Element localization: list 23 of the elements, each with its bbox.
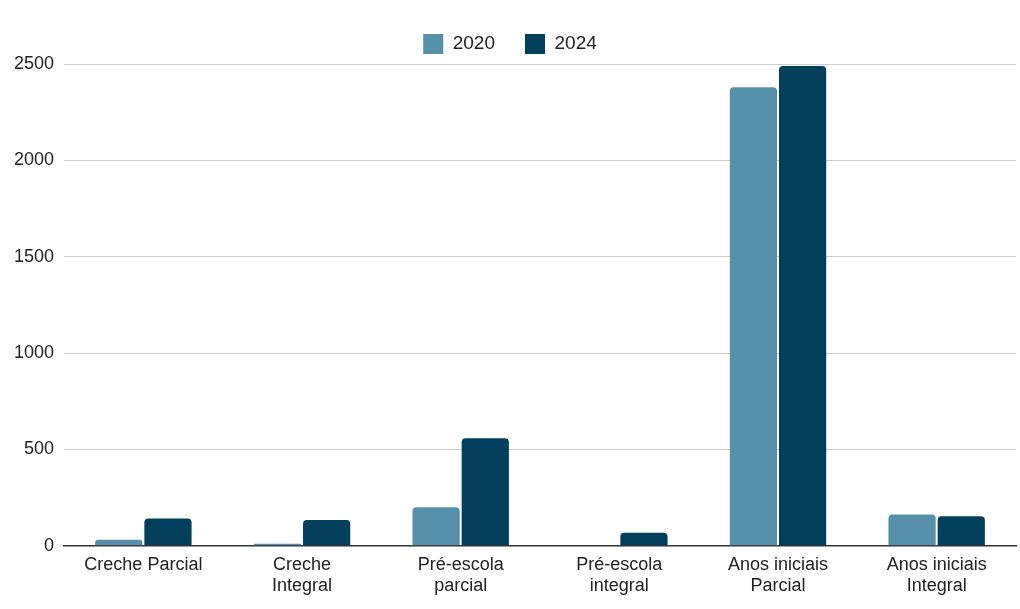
y-tick-label: 1500 (14, 245, 55, 266)
bar (778, 65, 827, 546)
bar (620, 532, 668, 546)
bar (144, 518, 192, 546)
bar (937, 516, 985, 546)
y-tick-label: 2500 (14, 52, 55, 73)
legend-label: 2024 (554, 32, 598, 54)
y-tick-label: 0 (44, 534, 55, 555)
x-tick-label: Pré-escola integral (576, 553, 664, 596)
legend-label: 2020 (452, 32, 496, 54)
bar (303, 519, 351, 546)
x-tick-label: Creche Parcial (84, 553, 203, 574)
y-tick-label: 500 (24, 438, 55, 459)
y-tick-label: 1000 (14, 342, 55, 363)
y-tick-label: 2000 (14, 149, 55, 170)
x-tick-label: Anos iniciais Parcial (727, 553, 829, 596)
x-tick-label: Pré-escola parcial (417, 553, 505, 596)
x-tick-label: Anos iniciais Integral (886, 553, 987, 596)
bar (729, 87, 778, 546)
x-tick-label: Creche Integral (272, 553, 333, 596)
bar (412, 507, 460, 546)
bar (888, 514, 936, 546)
bar (461, 438, 509, 546)
